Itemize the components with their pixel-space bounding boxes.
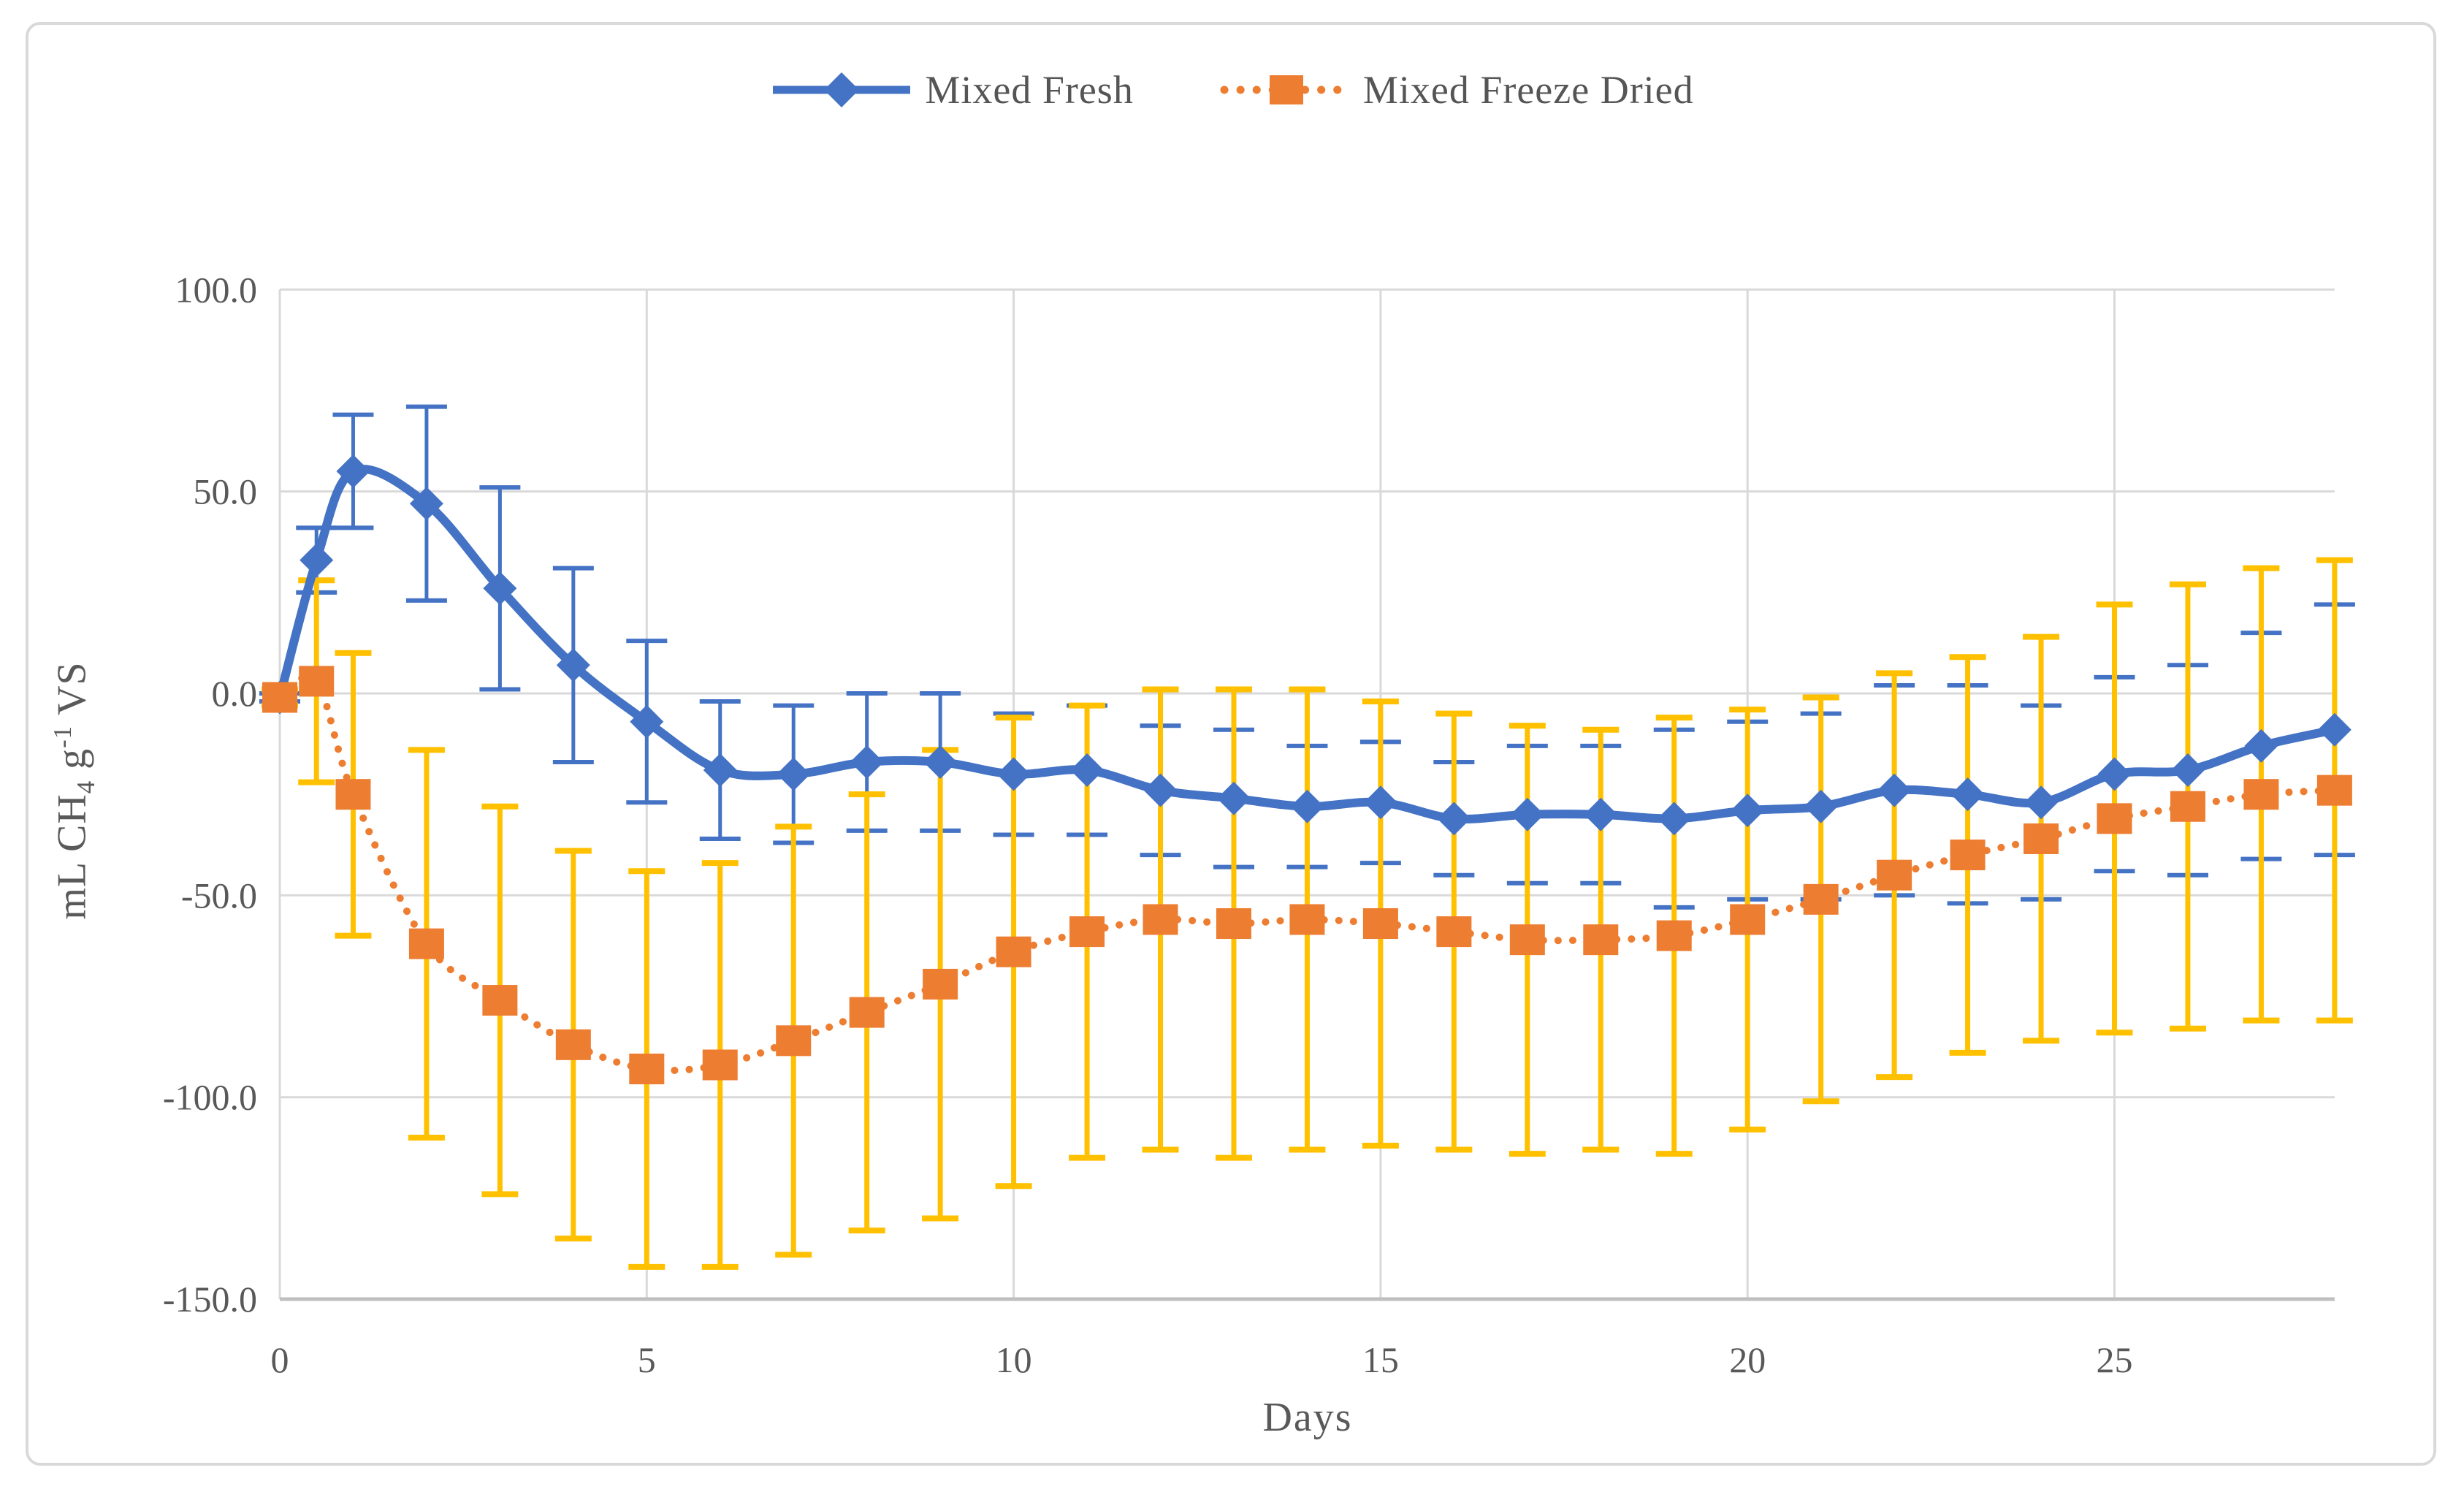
x-axis-tick-labels: 0 5 10 15 20 25 — [271, 1339, 2133, 1380]
diamond-marker — [1290, 789, 1324, 823]
y-title-subscript: 4 — [71, 780, 100, 794]
legend-item-mixed-freeze-dried: Mixed Freeze Dried — [1220, 67, 1694, 113]
square-marker — [1289, 904, 1325, 935]
square-marker — [335, 779, 371, 810]
diamond-marker — [300, 543, 334, 577]
square-marker — [1583, 924, 1619, 956]
square-marker — [629, 1054, 665, 1085]
diamond-marker — [777, 757, 811, 791]
diamond-marker — [2317, 712, 2352, 747]
square-marker — [702, 1049, 738, 1081]
square-marker — [299, 666, 335, 697]
square-marker — [2316, 774, 2352, 806]
diamond-marker — [2097, 757, 2132, 791]
square-marker — [1436, 916, 1472, 948]
series-line-mixed-freeze-dried — [276, 672, 2338, 1075]
chart-border — [26, 22, 2436, 1466]
diamond-marker — [1216, 781, 1251, 815]
y-axis-title: mL CH4 g-1 VS — [48, 661, 101, 919]
square-marker — [2243, 779, 2279, 810]
square-marker — [776, 1025, 812, 1057]
legend-label-mixed-fresh: Mixed Fresh — [925, 68, 1134, 112]
diamond-marker — [1657, 802, 1691, 836]
legend-label-mixed-freeze-dried: Mixed Freeze Dried — [1362, 68, 1694, 112]
diamond-marker — [923, 745, 958, 779]
y-tick-label: 50.0 — [194, 471, 258, 512]
square-marker — [555, 1029, 591, 1060]
diamond-marker — [1804, 789, 1838, 823]
diamond-marker — [483, 571, 517, 606]
diamond-marker — [1437, 802, 1471, 836]
markers-mixed-fresh — [263, 454, 2352, 836]
diamond-marker — [996, 757, 1031, 791]
diamond-marker — [556, 648, 590, 682]
diamond-marker — [1731, 793, 1765, 828]
legend: Mixed Fresh Mixed Freeze Dried — [0, 67, 2464, 113]
x-tick-label: 20 — [1729, 1339, 1766, 1380]
square-marker — [849, 997, 885, 1028]
x-tick-label: 15 — [1362, 1339, 1399, 1380]
y-axis-tick-labels: 100.0 50.0 0.0 -50.0 -100.0 -150.0 — [163, 269, 257, 1320]
diamond-marker — [1070, 753, 1105, 788]
legend-item-mixed-fresh: Mixed Fresh — [770, 67, 1133, 113]
square-marker — [2170, 791, 2205, 822]
diamond-marker — [1143, 773, 1178, 807]
legend-swatch-line-diamond-icon — [773, 72, 911, 107]
diamond-marker — [409, 487, 443, 521]
y-title-suffix: VS — [49, 661, 95, 726]
y-tick-label: -50.0 — [181, 875, 257, 916]
square-marker — [1069, 916, 1105, 948]
y-tick-label: -100.0 — [163, 1077, 257, 1118]
square-marker — [1509, 924, 1545, 956]
legend-swatch-dotted-square-icon — [1220, 75, 1351, 104]
diamond-marker — [630, 704, 664, 739]
x-tick-label: 25 — [2097, 1339, 2133, 1380]
y-title-mid: g — [49, 747, 95, 780]
square-marker — [1877, 859, 1912, 891]
x-axis-title: Days — [1262, 1395, 1353, 1440]
diamond-marker — [1510, 797, 1544, 831]
series-mixed-freeze-dried — [276, 672, 2338, 1075]
square-marker — [482, 985, 518, 1016]
diamond-marker — [2244, 728, 2278, 763]
square-marker — [1216, 908, 1251, 940]
diamond-marker — [1877, 773, 1912, 807]
square-marker — [2024, 823, 2059, 854]
square-marker — [1656, 920, 1692, 951]
y-tick-label: -150.0 — [163, 1279, 257, 1320]
y-title-prefix: mL CH — [49, 793, 95, 920]
square-marker — [408, 928, 444, 959]
square-marker — [2097, 803, 2132, 834]
x-tick-label: 5 — [638, 1339, 656, 1380]
diamond-marker — [2024, 785, 2059, 820]
markers-mixed-freeze-dried — [262, 666, 2352, 1085]
square-marker — [923, 968, 958, 1000]
y-tick-label: 100.0 — [175, 269, 258, 310]
x-tick-label: 0 — [271, 1339, 289, 1380]
square-marker — [996, 936, 1031, 967]
diamond-marker — [336, 454, 370, 489]
square-marker — [1362, 908, 1398, 940]
x-tick-label: 10 — [996, 1339, 1032, 1380]
square-marker — [1143, 904, 1178, 935]
diamond-marker — [2170, 753, 2205, 788]
square-marker — [262, 682, 297, 713]
diamond-marker — [1950, 777, 1985, 812]
square-marker — [1950, 840, 1986, 871]
diamond-marker — [1363, 785, 1397, 820]
y-tick-label: 0.0 — [212, 673, 258, 714]
diamond-marker — [703, 753, 737, 788]
square-marker — [1803, 883, 1839, 915]
square-marker — [1730, 904, 1766, 935]
y-title-superscript: -1 — [48, 725, 77, 748]
diamond-marker — [1584, 797, 1618, 831]
diamond-marker — [850, 745, 884, 779]
